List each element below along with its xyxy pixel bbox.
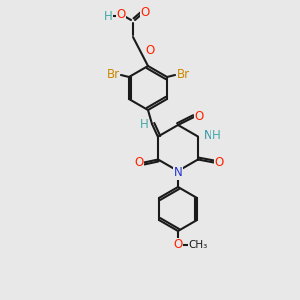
Text: N: N — [203, 129, 212, 142]
Text: O: O — [214, 156, 224, 169]
Text: H: H — [103, 10, 112, 22]
Text: O: O — [134, 156, 144, 169]
Text: H: H — [140, 118, 148, 130]
Text: O: O — [140, 5, 150, 19]
Text: CH₃: CH₃ — [188, 240, 208, 250]
Text: O: O — [194, 110, 204, 122]
Text: O: O — [146, 44, 154, 57]
Text: O: O — [173, 238, 183, 251]
Text: Br: Br — [176, 68, 190, 80]
Text: N: N — [174, 167, 182, 179]
Text: Br: Br — [106, 68, 119, 80]
Text: O: O — [116, 8, 126, 22]
Text: H: H — [212, 129, 220, 142]
